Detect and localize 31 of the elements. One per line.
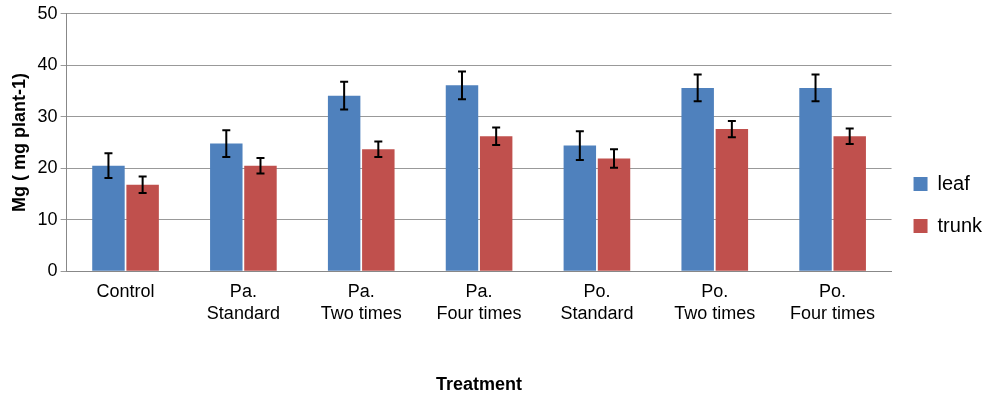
bar xyxy=(563,145,597,271)
x-tick-label: Pa. Four times xyxy=(436,280,522,323)
y-tick-label: 10 xyxy=(37,208,58,229)
x-tick-label: Po. Four times xyxy=(790,280,876,323)
bar xyxy=(833,136,866,271)
bar xyxy=(327,95,361,271)
bar xyxy=(92,165,125,271)
legend-label: leaf xyxy=(937,171,971,194)
bar xyxy=(126,184,159,271)
bar xyxy=(799,87,832,271)
x-tick-label: Pa. Two times xyxy=(320,280,402,323)
x-axis-title: Treatment xyxy=(436,374,523,395)
bar xyxy=(244,165,277,271)
y-tick-label: 40 xyxy=(37,54,58,75)
y-axis-title: Mg ( mg plant-1) xyxy=(8,73,29,212)
x-tick-label: Pa. Standard xyxy=(206,280,280,323)
bar xyxy=(597,158,631,271)
bar xyxy=(362,149,395,271)
y-tick-label: 50 xyxy=(37,2,58,23)
y-tick-label: 30 xyxy=(37,105,58,126)
bar xyxy=(479,136,513,271)
y-tick-label: 20 xyxy=(37,157,58,178)
x-tick-label: Po. Two times xyxy=(674,280,756,323)
x-tick-label: Control xyxy=(96,280,155,301)
x-tick-label: Po. Standard xyxy=(560,280,634,323)
legend-label: trunk xyxy=(937,213,983,236)
bar xyxy=(445,85,479,271)
bar xyxy=(210,143,243,271)
y-tick-label: 0 xyxy=(47,260,58,281)
bar xyxy=(715,129,749,271)
bar xyxy=(681,87,714,271)
